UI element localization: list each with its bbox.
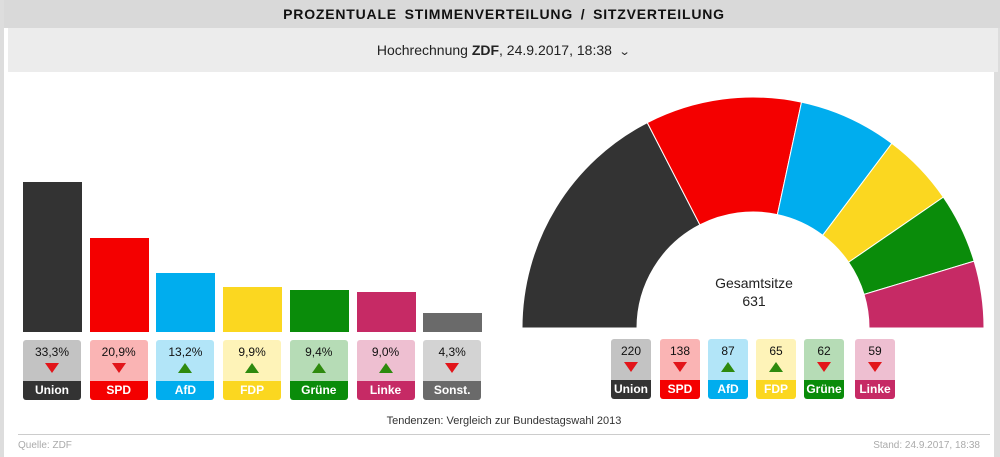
forecast-selector[interactable]: Hochrechnung ZDF, 24.9.2017, 18:38 ⌄ — [8, 28, 998, 72]
total-seats: Gesamtsitze 631 — [694, 274, 814, 310]
party-label: FDP — [223, 381, 282, 400]
trend-up-icon — [378, 363, 393, 373]
vote-percent: 9,9% — [238, 345, 266, 359]
total-seats-value: 631 — [742, 293, 766, 309]
vote-percent: 13,2% — [168, 345, 203, 359]
vote-percent: 20,9% — [101, 345, 136, 359]
vote-box: 13,2% AfD — [156, 340, 215, 400]
vote-percent: 33,3% — [34, 345, 70, 359]
bar-6 — [423, 312, 483, 332]
trend-note: Tendenzen: Vergleich zur Bundestagswahl … — [386, 415, 622, 427]
seat-box: 138 SPD — [660, 339, 700, 399]
party-label: AfD — [156, 381, 215, 400]
vote-percent: 9,4% — [305, 345, 333, 359]
total-seats-label: Gesamtsitze — [715, 275, 793, 291]
page-title: PROZENTUALE STIMMENVERTEILUNG / SITZVERT… — [4, 0, 1000, 28]
chevron-down-icon[interactable]: ⌄ — [618, 46, 631, 58]
trend-down-icon — [445, 363, 460, 373]
bar-0 — [23, 182, 82, 332]
bar-4 — [289, 289, 349, 332]
party-label: Sonst. — [423, 381, 482, 400]
bar-3 — [223, 287, 283, 332]
seat-box: 62 Grüne — [804, 339, 844, 399]
seat-slice-0 — [521, 121, 701, 329]
source-text: Quelle: ZDF — [18, 440, 72, 451]
party-label: Union — [611, 380, 651, 399]
party-label: Grüne — [289, 381, 348, 400]
vote-box: 33,3% Union — [23, 340, 81, 400]
bar-2 — [156, 272, 216, 332]
vote-box: 9,0% Linke — [356, 340, 415, 400]
trend-down-icon — [868, 362, 882, 372]
vote-percent: 4,3% — [438, 345, 466, 359]
trend-up-icon — [721, 362, 735, 372]
party-label: Linke — [855, 380, 895, 399]
party-label: Grüne — [804, 380, 844, 399]
forecast-date: , 24.9.2017, 18:38 — [499, 42, 612, 58]
seat-count: 62 — [817, 344, 831, 358]
seat-count: 65 — [769, 344, 783, 358]
forecast-source: ZDF — [471, 42, 500, 58]
seat-count: 220 — [620, 344, 642, 358]
vote-box: 4,3% Sonst. — [423, 340, 482, 400]
trend-down-icon — [45, 363, 59, 373]
party-label: SPD — [89, 381, 148, 400]
party-label: AfD — [708, 380, 748, 399]
seat-box: 220 Union — [611, 339, 651, 399]
footer-divider — [18, 434, 990, 435]
seat-hemicycle — [521, 96, 985, 329]
seat-box: 65 FDP — [756, 339, 796, 399]
trend-down-icon — [624, 362, 638, 372]
trend-up-icon — [178, 363, 193, 373]
trend-down-icon — [817, 362, 831, 372]
vote-box: 9,9% FDP — [223, 340, 282, 400]
seat-slice-5 — [863, 260, 985, 329]
vote-box: 9,4% Grüne — [289, 340, 348, 400]
trend-up-icon — [311, 363, 326, 373]
seat-count: 138 — [669, 344, 691, 358]
forecast-prefix: Hochrechnung — [376, 42, 472, 58]
trend-up-icon — [769, 362, 783, 372]
seat-count: 87 — [721, 344, 735, 358]
seat-count: 59 — [868, 344, 882, 358]
seat-box: 59 Linke — [855, 339, 895, 399]
stand-text: Stand: 24.9.2017, 18:38 — [873, 440, 980, 451]
vote-box: 20,9% SPD — [89, 340, 148, 400]
party-label: SPD — [660, 380, 700, 399]
trend-up-icon — [245, 363, 260, 373]
bar-1 — [89, 237, 149, 332]
vote-percent: 9,0% — [371, 345, 400, 359]
trend-down-icon — [673, 362, 687, 372]
bar-5 — [356, 291, 416, 332]
party-label: Union — [23, 381, 81, 400]
party-label: Linke — [356, 381, 415, 400]
trend-down-icon — [111, 363, 126, 373]
seat-box: 87 AfD — [708, 339, 748, 399]
party-label: FDP — [756, 380, 796, 399]
